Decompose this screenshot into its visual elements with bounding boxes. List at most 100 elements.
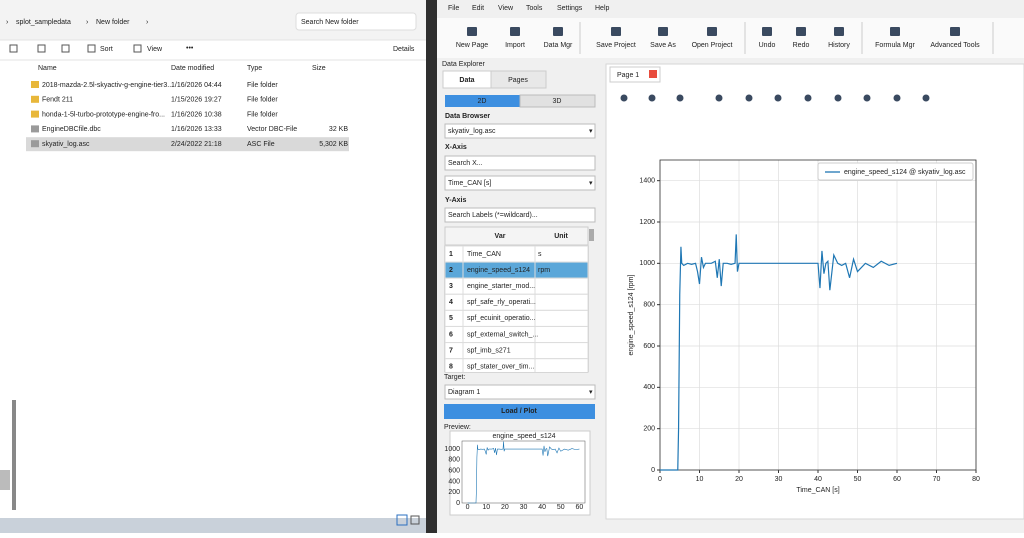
- file-type: File folder: [247, 97, 278, 104]
- mode-active[interactable]: [445, 95, 520, 107]
- window-gap: [426, 0, 437, 533]
- dropdown-arrow: ▾: [589, 180, 593, 187]
- page-tab[interactable]: [609, 66, 661, 83]
- toolbar-icon[interactable]: [762, 27, 772, 36]
- preview-tick: 200: [448, 489, 460, 496]
- preview-title: engine_speed_s124: [492, 433, 555, 440]
- toolbar-icon[interactable]: [467, 27, 477, 36]
- x-tick-label: 20: [735, 476, 743, 483]
- row-number: 7: [449, 347, 453, 354]
- breadcrumb: splot_sampledata: [16, 19, 71, 26]
- tab[interactable]: [490, 70, 547, 89]
- toolbar-icon[interactable]: [950, 27, 960, 36]
- legend-label: engine_speed_s124 @ skyativ_log.asc: [844, 169, 966, 176]
- var-name: spf_imb_s271: [467, 347, 511, 354]
- file-size: 5,302 KB: [319, 141, 348, 148]
- close-tab[interactable]: [649, 70, 657, 78]
- app-toolbar: [437, 18, 1024, 58]
- search-placeholder: Search New folder: [301, 19, 359, 26]
- toolbar-icon[interactable]: [658, 27, 668, 36]
- var-name: spf_stater_over_tim...: [467, 364, 534, 371]
- toolbar-icon[interactable]: [611, 27, 621, 36]
- page-tab-label: Page 1: [617, 72, 639, 79]
- file-type: Vector DBC-File: [247, 126, 297, 133]
- panel-title: Data Explorer: [442, 61, 485, 68]
- x-axis-label: Time_CAN [s]: [796, 487, 839, 494]
- toolbar-icon[interactable]: [510, 27, 520, 36]
- y-tick-label: 800: [643, 302, 655, 309]
- nav-scrollbar: [12, 400, 16, 510]
- x-search[interactable]: [444, 155, 596, 171]
- file-select[interactable]: [444, 123, 596, 139]
- view-icon[interactable]: [396, 514, 408, 526]
- y-tick-label: 200: [643, 426, 655, 433]
- var-name: spf_ecuinit_operatio...: [467, 315, 536, 322]
- file-date: 1/15/2026 19:27: [171, 97, 222, 104]
- plot-tool[interactable]: [804, 94, 812, 102]
- file-icon: [31, 125, 39, 133]
- plot-tool[interactable]: [676, 94, 684, 102]
- menu-item: View: [498, 5, 514, 12]
- preview-tick: 30: [520, 504, 528, 511]
- preview-tick: 60: [576, 504, 584, 511]
- y-search[interactable]: [444, 207, 596, 223]
- target-select[interactable]: [444, 384, 596, 400]
- toolbar-button: History: [828, 42, 850, 49]
- y-tick-label: 1400: [639, 178, 655, 185]
- preview-tick: 0: [456, 500, 460, 507]
- menu-item: File: [448, 5, 459, 12]
- plot-tool[interactable]: [834, 94, 842, 102]
- toolbar-button: Save Project: [596, 42, 636, 49]
- plot-tool[interactable]: [774, 94, 782, 102]
- file-name: Fendt 211: [42, 97, 73, 104]
- toolbar-icon[interactable]: [37, 44, 46, 53]
- row-number: 2: [449, 267, 453, 274]
- file-type: ASC File: [247, 141, 275, 148]
- plot-tool[interactable]: [715, 94, 723, 102]
- toolbar-icon[interactable]: [796, 27, 806, 36]
- toolbar-icon[interactable]: [9, 44, 18, 53]
- var-name: spf_external_switch_...: [467, 331, 538, 338]
- file-icon: [31, 140, 39, 148]
- preview-axes: [461, 440, 586, 504]
- y-tick-label: 400: [643, 384, 655, 391]
- chevron: ›: [6, 19, 9, 26]
- toolbar-icon[interactable]: [834, 27, 844, 36]
- toolbar-icon[interactable]: [61, 44, 70, 53]
- toolbar-button: New Page: [456, 42, 488, 49]
- chevron: ›: [146, 19, 149, 26]
- chevron: ›: [86, 19, 89, 26]
- var-name: engine_starter_mod...: [467, 283, 535, 290]
- toolbar-icon[interactable]: [707, 27, 717, 36]
- view-icon[interactable]: [410, 515, 420, 525]
- x-tick-label: 50: [854, 476, 862, 483]
- x-tick-label: 80: [972, 476, 980, 483]
- x-tick-label: 0: [658, 476, 662, 483]
- x-tick-label: 70: [933, 476, 941, 483]
- toolbar-icon[interactable]: [890, 27, 900, 36]
- target-select-text: Diagram 1: [448, 389, 480, 396]
- toolbar-button: Import: [505, 42, 525, 49]
- plot-tool[interactable]: [893, 94, 901, 102]
- table-row[interactable]: [445, 358, 588, 375]
- plot-tool[interactable]: [745, 94, 753, 102]
- file-type: File folder: [247, 111, 278, 118]
- var-name: spf_safe_rly_operati...: [467, 299, 536, 306]
- search-box[interactable]: [295, 12, 417, 31]
- load-button[interactable]: [444, 404, 595, 419]
- x-select[interactable]: [444, 175, 596, 191]
- preview-tick: 0: [466, 504, 470, 511]
- mode[interactable]: [519, 94, 596, 108]
- file-name: skyativ_log.asc: [42, 141, 90, 148]
- toolbar-icon[interactable]: [87, 44, 96, 53]
- row-number: 5: [449, 315, 453, 322]
- table-header: Unit: [554, 233, 568, 240]
- plot-tool[interactable]: [648, 94, 656, 102]
- plot-tool[interactable]: [620, 94, 628, 102]
- plot-tool[interactable]: [922, 94, 930, 102]
- menu-item: Help: [595, 5, 610, 12]
- toolbar-icon[interactable]: [133, 44, 142, 53]
- toolbar-icon[interactable]: [553, 27, 563, 36]
- plot-tool[interactable]: [863, 94, 871, 102]
